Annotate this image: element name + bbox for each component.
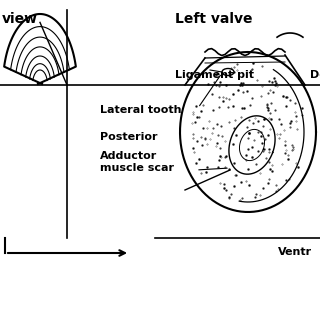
Text: Lateral tooth: Lateral tooth [100,105,181,115]
Text: Ventr: Ventr [278,247,312,257]
Text: Adductor
muscle scar: Adductor muscle scar [100,151,174,173]
Text: view: view [2,12,38,26]
Text: Ligament pit: Ligament pit [175,70,254,80]
Text: Left valve: Left valve [175,12,252,26]
Text: Dor: Dor [310,70,320,80]
Text: Posterior: Posterior [100,132,157,142]
